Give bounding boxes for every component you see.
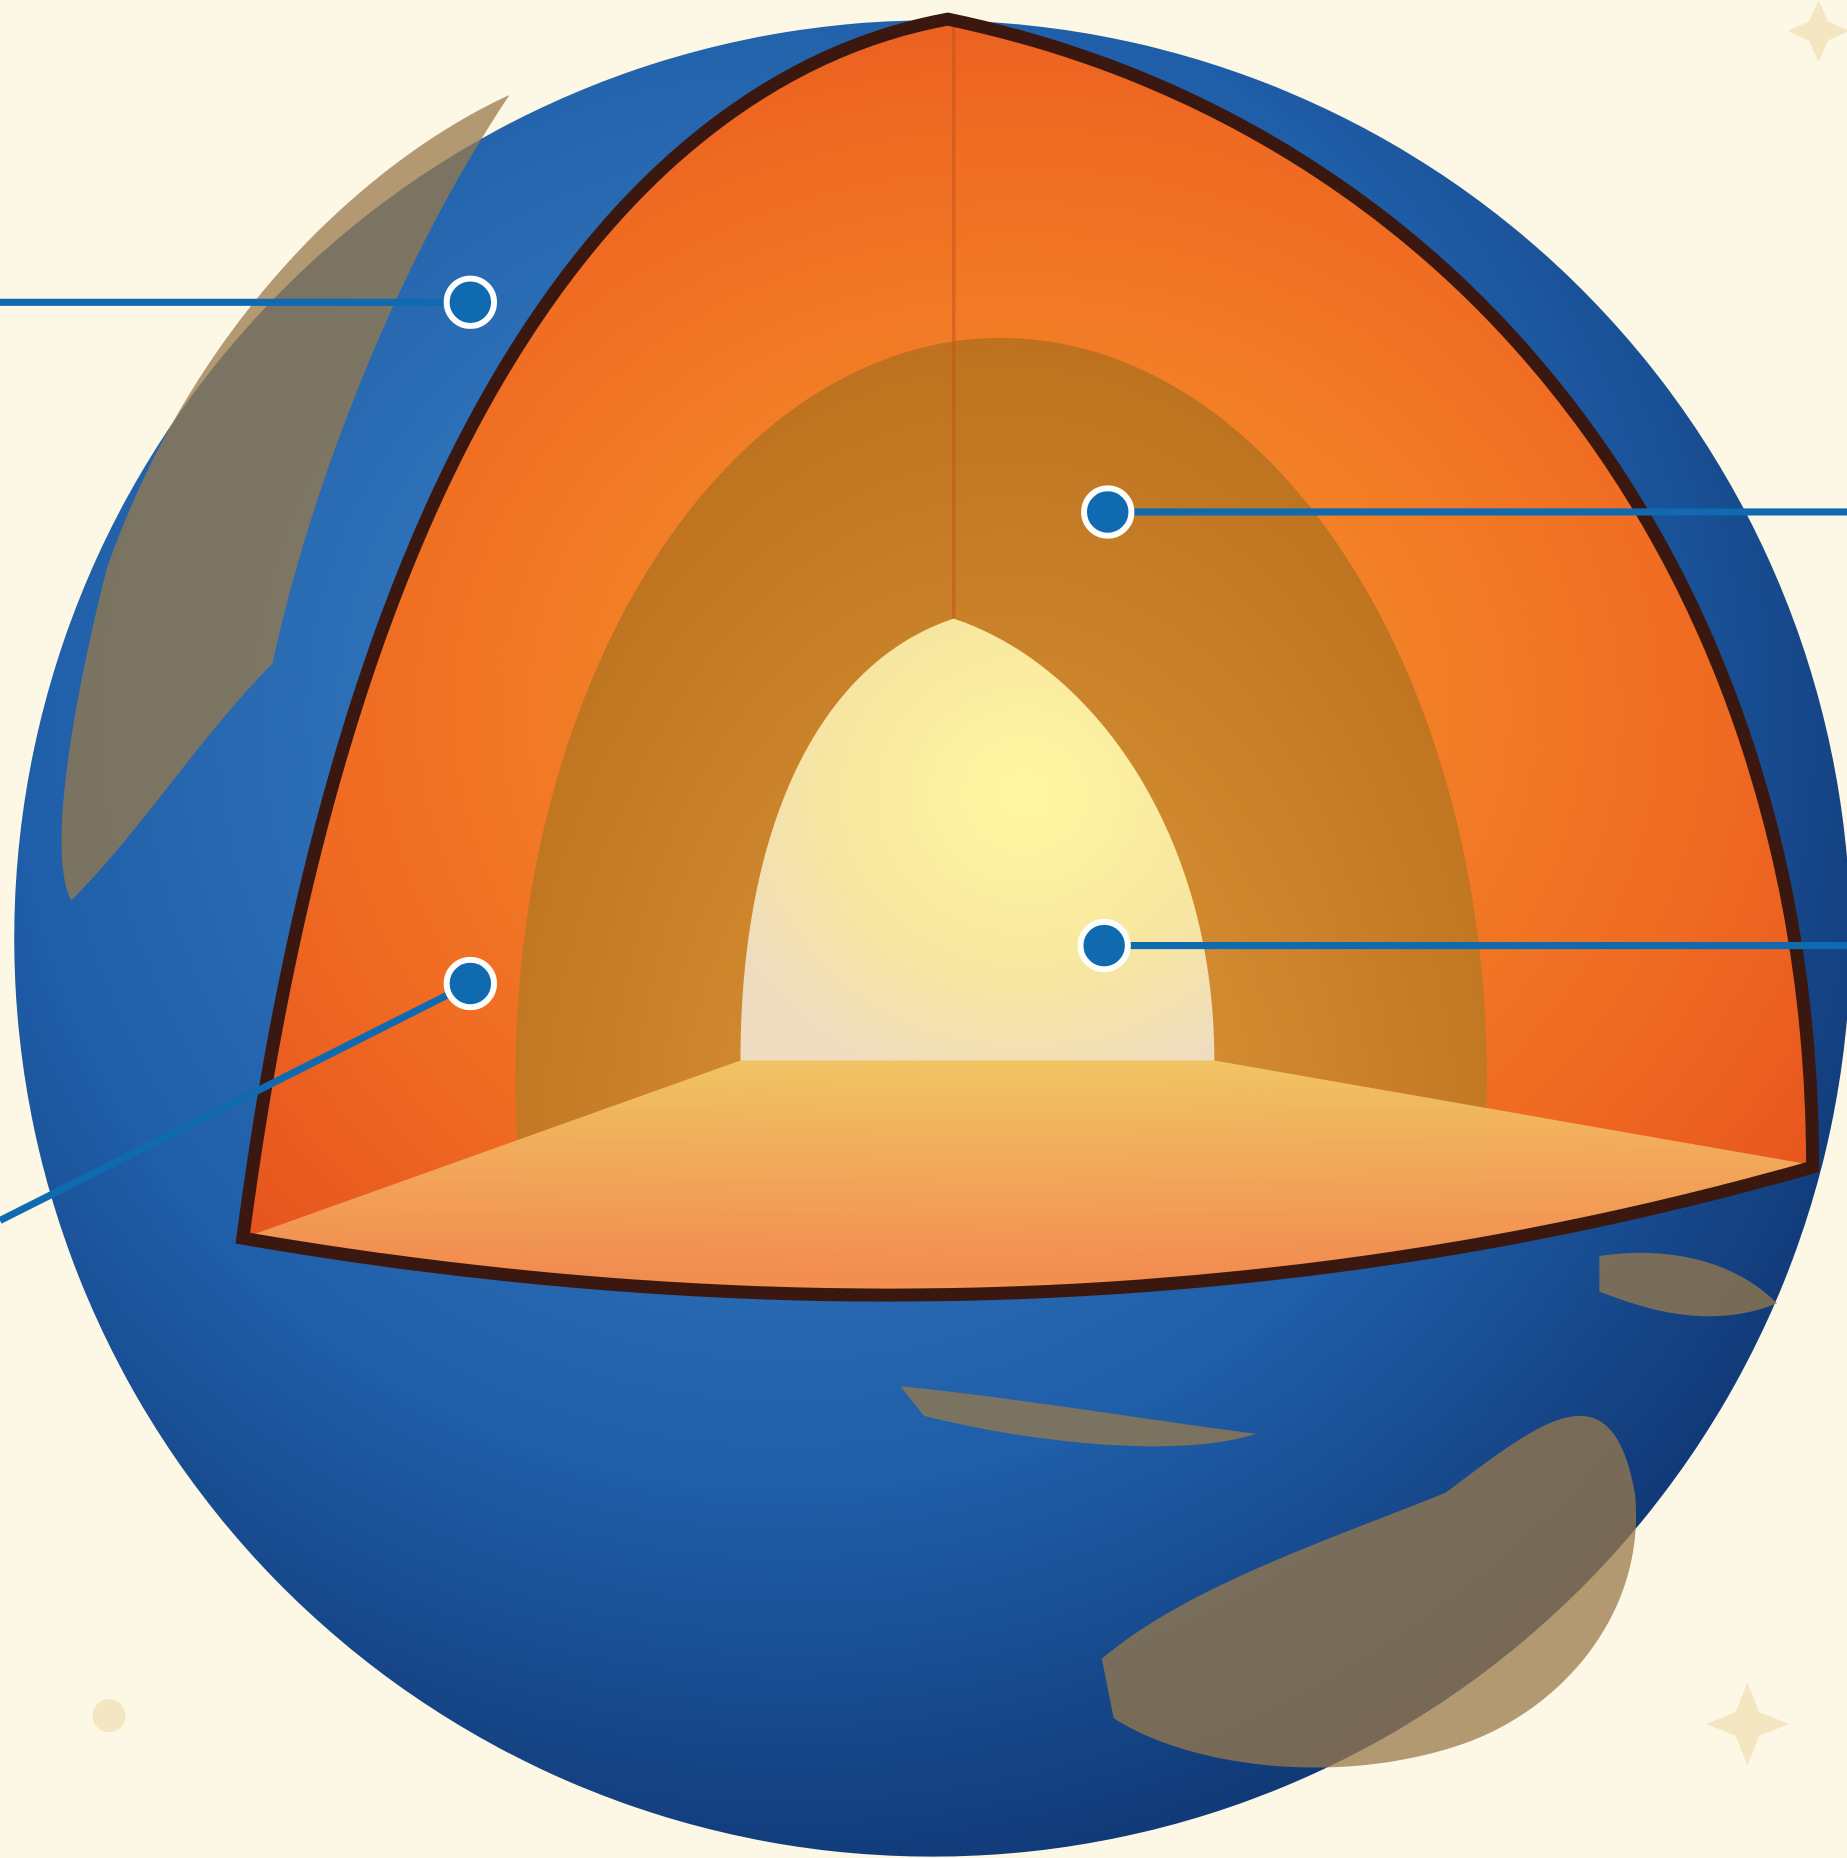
dot-outer-core xyxy=(1081,485,1135,539)
crust xyxy=(235,12,1820,1302)
dot-crust xyxy=(443,275,497,329)
islands xyxy=(900,1386,1256,1447)
eurasia-africa xyxy=(61,94,510,901)
callout-mantle xyxy=(0,980,472,1224)
dot xyxy=(92,1699,126,1733)
dot-mantle xyxy=(443,956,497,1011)
sparkle xyxy=(1706,1682,1789,1766)
sparkle xyxy=(1787,0,1847,62)
decorations xyxy=(92,0,1847,1766)
continents xyxy=(61,94,1778,1768)
new-guinea xyxy=(1599,1252,1778,1317)
callout-lines xyxy=(0,298,1847,1224)
callout-dots xyxy=(443,275,1135,1011)
australia xyxy=(1101,1415,1637,1768)
cut-floor xyxy=(242,1060,1813,1296)
dot-inner-core xyxy=(1077,918,1131,973)
